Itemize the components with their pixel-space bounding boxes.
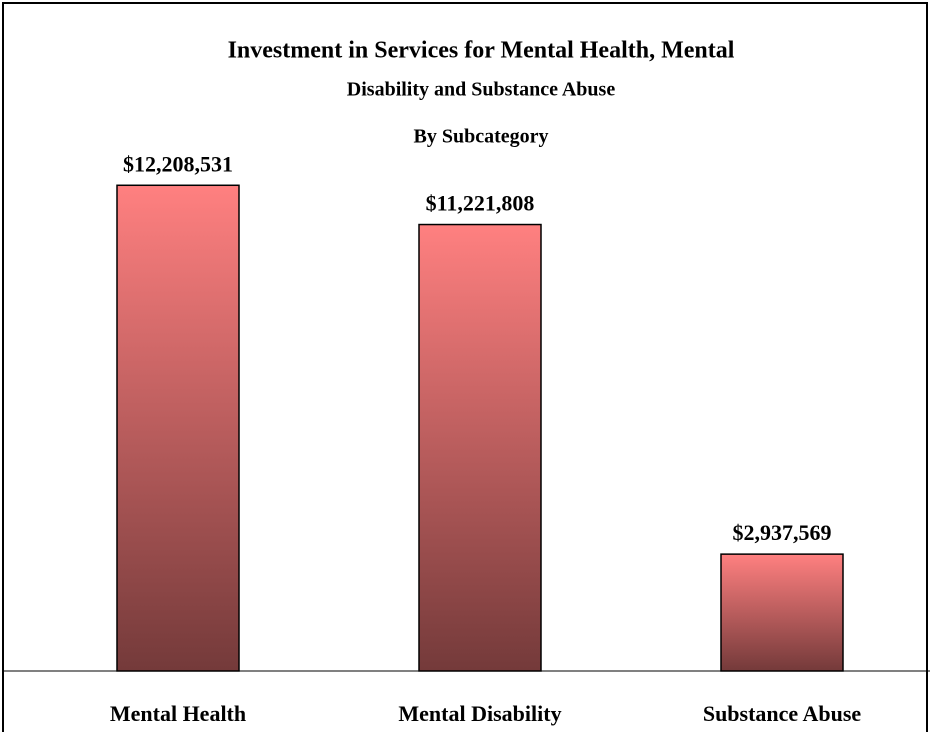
data-label: $11,221,808	[426, 191, 535, 216]
data-label: $2,937,569	[733, 520, 832, 545]
chart-title: Investment in Services for Mental Health…	[228, 38, 735, 64]
x-tick-label: Substance Abuse	[703, 701, 862, 726]
chart-subtitle: By Subcategory	[414, 126, 549, 148]
bar	[720, 553, 844, 672]
x-tick-label: Mental Health	[110, 701, 246, 726]
chart-title: Disability and Substance Abuse	[347, 79, 616, 101]
data-label: $12,208,531	[123, 151, 233, 176]
bar	[418, 223, 542, 672]
x-tick-label: Mental Disability	[398, 701, 561, 726]
bar	[116, 184, 240, 672]
